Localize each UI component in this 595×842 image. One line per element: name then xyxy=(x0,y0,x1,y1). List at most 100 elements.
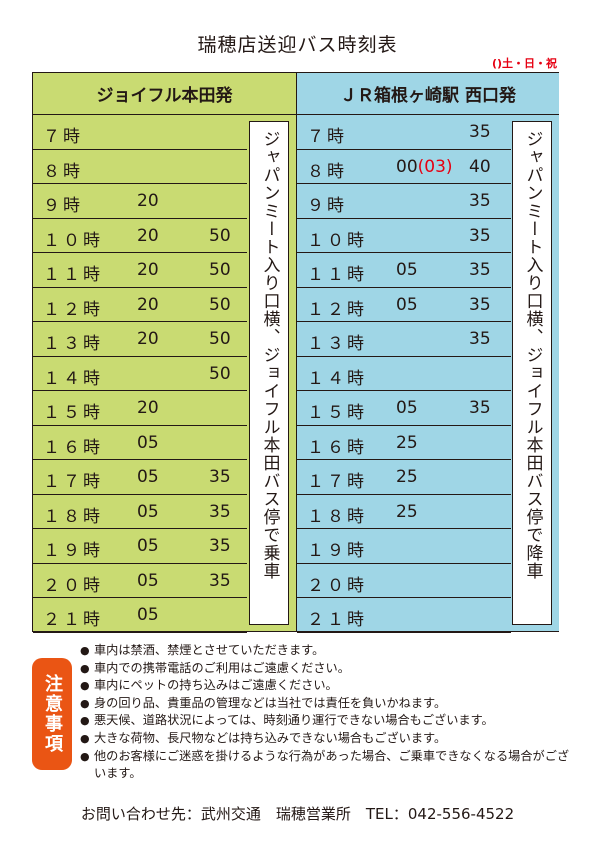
holiday-legend: ()土・日・祝 xyxy=(491,57,557,70)
departure-minute: 35 xyxy=(469,398,491,418)
timetable-row: １９時 xyxy=(297,529,511,564)
timetable-row: １１時 20 50 xyxy=(33,253,247,288)
departure-minute: 25 xyxy=(396,433,418,453)
timetable-row: １６時 25 xyxy=(297,426,511,460)
hour-label: １９時 xyxy=(43,541,103,561)
departure-minute: 35 xyxy=(209,536,231,556)
timetable-row: １９時 05 35 xyxy=(33,529,247,564)
departure-minute-value: 20 xyxy=(137,294,159,315)
column-hakonegasaki: ＪＲ箱根ヶ崎駅 西口発 ７時 35 ８時 00(03) 40 ９時 35 １０時 35 １１時 05… xyxy=(297,73,559,633)
hour-label: ７時 xyxy=(307,127,347,147)
timetable-row: ８時 00(03) 40 xyxy=(297,150,511,184)
departure-minute-value: 25 xyxy=(396,467,418,487)
departure-minute: 20 xyxy=(137,260,159,280)
column-header-right: ＪＲ箱根ヶ崎駅 西口発 xyxy=(297,73,559,115)
departure-minute: 20 xyxy=(137,226,159,246)
alighting-note-right-text: ジャパンミート入り口横、ジョイフル本田バス停で降車 xyxy=(522,130,543,580)
departure-minute: 20 xyxy=(137,191,159,211)
timetable-row: ９時 35 xyxy=(297,184,511,219)
timetable-row: １２時 20 50 xyxy=(33,288,247,322)
hour-label: １５時 xyxy=(43,403,103,423)
hour-label: １７時 xyxy=(307,472,367,492)
hour-label: ８時 xyxy=(307,161,347,182)
timetable-row: ２０時 05 35 xyxy=(33,564,247,598)
departure-minute: 05 xyxy=(396,295,418,315)
departure-minute: 35 xyxy=(469,191,491,211)
departure-minute-value: 05 xyxy=(137,570,159,591)
departure-minute: 05 xyxy=(137,502,159,522)
departure-minute-value: 05 xyxy=(396,294,418,315)
hour-label: １０時 xyxy=(307,230,367,251)
hour-label: １２時 xyxy=(307,299,367,320)
timetable-row: １４時 xyxy=(297,357,511,391)
departure-minute: 20 xyxy=(137,295,159,315)
timetable-row: １７時 25 xyxy=(297,460,511,495)
column-joyful-honda: ジョイフル本田発 ７時 ８時 ９時 20 １０時 20 50 １１時 20 50 １２時 20 50 １３… xyxy=(33,73,297,633)
timetable: ジョイフル本田発 ７時 ８時 ９時 20 １０時 20 50 １１時 20 50 １２時 20 50 １３… xyxy=(32,72,559,633)
hour-label: １０時 xyxy=(43,230,103,251)
page-title: 瑞穂店送迎バス時刻表 xyxy=(197,34,398,56)
departure-minute: 05 xyxy=(137,467,159,487)
departure-minute: 35 xyxy=(469,122,491,142)
departure-minute-value: 05 xyxy=(396,260,418,280)
notice-label-text: 注意事項 xyxy=(42,674,63,754)
departure-minute-value: 00 xyxy=(396,156,418,177)
hour-label: １９時 xyxy=(307,541,367,561)
departure-minute: 35 xyxy=(209,501,231,522)
departure-minute: 05 xyxy=(137,571,159,591)
hour-label: １６時 xyxy=(43,437,103,458)
timetable-row: ７時 xyxy=(33,115,247,150)
departure-minute: 05 xyxy=(396,398,418,418)
timetable-row: １３時 20 50 xyxy=(33,322,247,357)
hour-label: ２１時 xyxy=(307,610,367,630)
hour-label: １３時 xyxy=(307,334,367,354)
departure-minute-value: 25 xyxy=(396,501,418,522)
alighting-note-right: ジャパンミート入り口横、ジョイフル本田バス停で降車 xyxy=(512,121,552,625)
notice-item: 他のお客様にご迷惑を掛けるような行為があった場合、ご乗車できなくなる場合がござい… xyxy=(80,748,580,783)
hour-label: ８時 xyxy=(43,161,83,182)
notice-item: 車内にペットの持ち込みはご遠慮ください。 xyxy=(80,677,580,695)
timetable-row: １０時 20 50 xyxy=(33,219,247,253)
timetable-row: １３時 35 xyxy=(297,322,511,357)
departure-minute-value: 05 xyxy=(137,536,159,556)
departure-minute: 20 xyxy=(137,329,159,349)
timetable-row: ９時 20 xyxy=(33,184,247,219)
timetable-row: ７時 35 xyxy=(297,115,511,150)
notice-item: 身の回り品、貴重品の管理などは当社では責任を負いかねます。 xyxy=(80,695,580,713)
departure-minute: 05 xyxy=(137,536,159,556)
departure-minute-value: 25 xyxy=(396,432,418,453)
hour-label: ７時 xyxy=(43,127,83,147)
hour-label: １６時 xyxy=(307,437,367,458)
hour-label: １１時 xyxy=(307,265,367,285)
departure-minute-value: 05 xyxy=(137,432,159,453)
timetable-row: １８時 05 35 xyxy=(33,495,247,529)
departure-minute-value: 05 xyxy=(137,467,159,487)
departure-minute: 50 xyxy=(209,260,231,280)
timetable-row: １２時 05 35 xyxy=(297,288,511,322)
timetable-row: ２１時 xyxy=(297,598,511,633)
departure-minute: 50 xyxy=(209,294,231,315)
departure-minute: 35 xyxy=(469,329,491,349)
notice-item: 車内での携帯電話のご利用はご遠慮ください。 xyxy=(80,660,580,678)
timetable-row: ２０時 xyxy=(297,564,511,598)
timetable-row: １１時 05 35 xyxy=(297,253,511,288)
hour-label: １８時 xyxy=(307,506,367,527)
departure-minute-value: 05 xyxy=(137,501,159,522)
departure-minute: 05 xyxy=(396,260,418,280)
hour-label: １２時 xyxy=(43,299,103,320)
departure-minute: 25 xyxy=(396,502,418,522)
timetable-row: １０時 35 xyxy=(297,219,511,253)
contact-info: お問い合わせ先：武州交通 瑞穂営業所 TEL：042-556-4522 xyxy=(80,805,515,823)
timetable-row: １４時 50 xyxy=(33,357,247,391)
departure-minute-value: 20 xyxy=(137,191,159,211)
hour-label: ２１時 xyxy=(43,610,103,630)
hour-label: １４時 xyxy=(43,368,103,389)
departure-minute: 35 xyxy=(469,260,491,280)
holiday-departure-minute: (03) xyxy=(417,156,453,177)
hour-label: １７時 xyxy=(43,472,103,492)
notice-item: 悪天候、道路状況によっては、時刻通り運行できない場合もございます。 xyxy=(80,712,580,730)
departure-minute-value: 20 xyxy=(137,260,159,280)
departure-minute-value: 05 xyxy=(396,398,418,418)
boarding-note-left-text: ジャパンミート入り口横、ジョイフル本田バス停で乗車 xyxy=(259,130,280,580)
departure-minute: 50 xyxy=(209,225,231,246)
